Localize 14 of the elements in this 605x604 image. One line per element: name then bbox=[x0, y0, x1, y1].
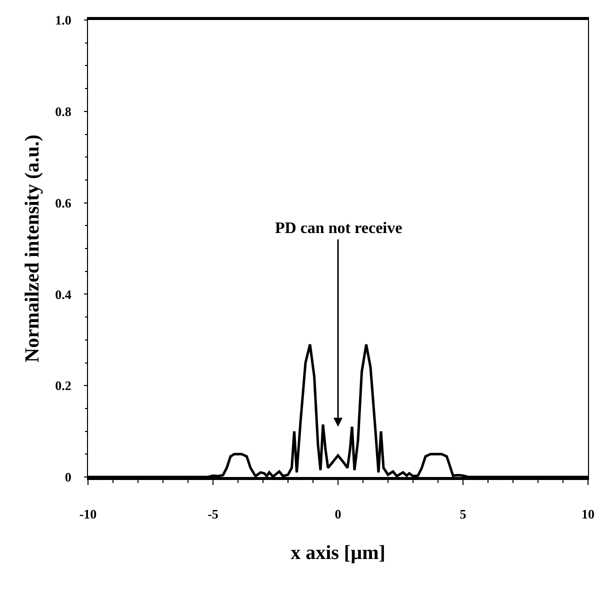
x-axis-title: x axis [µm] bbox=[290, 542, 386, 564]
y-axis-title: Normailzed intensity (a.u.) bbox=[22, 134, 44, 362]
x-tick-label: 10 bbox=[582, 506, 594, 522]
x-tick-label: 0 bbox=[334, 506, 342, 522]
y-tick-label: 0.8 bbox=[55, 104, 72, 119]
y-tick-label: 0.4 bbox=[55, 286, 72, 302]
y-tick-label: 0 bbox=[64, 470, 72, 485]
x-tick-label: -5 bbox=[208, 506, 219, 522]
y-tick-label: 1.0 bbox=[55, 12, 72, 28]
x-tick-label: 5 bbox=[460, 506, 467, 522]
x-tick-label: -10 bbox=[79, 506, 97, 522]
y-tick-label: 0.2 bbox=[55, 378, 72, 394]
y-tick-label: 0.6 bbox=[55, 195, 72, 210]
annotation: PD can not receive bbox=[275, 220, 402, 237]
